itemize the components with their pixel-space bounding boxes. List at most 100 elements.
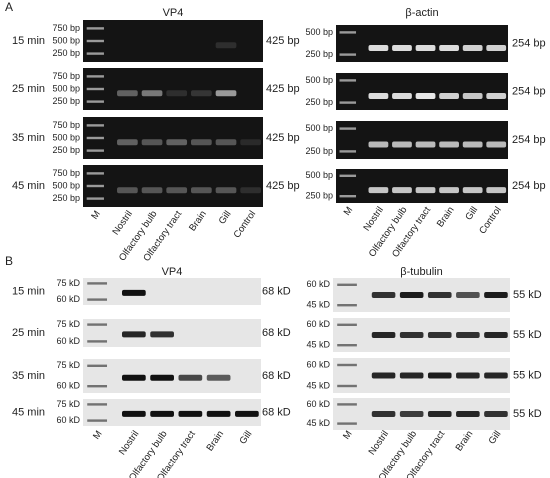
lane-label: Brain (435, 205, 457, 229)
ladder-band (87, 419, 108, 422)
band (141, 90, 163, 97)
band (486, 187, 507, 194)
band (117, 90, 138, 97)
band (121, 289, 146, 296)
ladder-band (339, 174, 357, 177)
band (399, 292, 424, 298)
ladder-label: 500 bp (52, 132, 80, 142)
size-label: 254 bp (512, 85, 546, 97)
ladder-label: 250 bp (52, 48, 80, 58)
ladder-band (86, 100, 104, 103)
lane-label: Brain (187, 209, 209, 233)
ladder-label: 60 kD (56, 381, 80, 391)
ladder-band (86, 184, 104, 188)
band (439, 92, 459, 99)
size-label: 425 bp (266, 83, 300, 95)
band (166, 90, 188, 97)
band (178, 410, 203, 417)
band (215, 90, 237, 97)
ladder-label: 500 bp (305, 123, 333, 133)
ladder-band (337, 384, 357, 388)
time-label: 35 min (12, 132, 45, 144)
gel-image (83, 68, 263, 110)
ladder-band (337, 283, 357, 286)
ladder-label: 250 bp (305, 97, 333, 107)
size-label: 68 kD (262, 370, 291, 382)
lane-label: Nostril (110, 209, 134, 237)
time-label: 25 min (12, 83, 45, 95)
ladder-band (337, 422, 357, 425)
band (392, 44, 412, 51)
band (392, 141, 412, 148)
band (462, 44, 483, 51)
band (240, 139, 262, 146)
band (486, 141, 507, 148)
band (215, 42, 237, 49)
band (206, 374, 231, 381)
lane-label: M (91, 429, 105, 442)
band (121, 331, 146, 338)
band (117, 187, 138, 194)
ladder-band (87, 385, 108, 388)
ladder-label: 75 kD (56, 360, 80, 370)
band (439, 44, 459, 51)
gel-image (336, 169, 508, 203)
size-label: 68 kD (262, 406, 291, 418)
band (371, 332, 396, 338)
lane-label: M (342, 205, 356, 218)
band (399, 372, 424, 379)
band (178, 374, 203, 381)
ladder-label: 750 bp (52, 168, 80, 178)
ladder-band (337, 323, 357, 326)
lane-label: Gill (463, 205, 480, 223)
lane-label: Gill (487, 429, 504, 447)
band (150, 331, 174, 338)
time-label: 45 min (12, 406, 45, 418)
band (215, 139, 237, 146)
time-label: 15 min (12, 285, 45, 297)
band (121, 410, 146, 417)
band (462, 187, 483, 194)
band (206, 410, 231, 417)
band (240, 187, 262, 194)
size-label: 68 kD (262, 327, 291, 339)
size-label: 425 bp (266, 132, 300, 144)
time-label: 15 min (12, 35, 45, 47)
ladder-band (86, 172, 104, 175)
lane-label: Control (232, 209, 259, 240)
gel-title: β-actin (405, 7, 438, 19)
ladder-band (86, 87, 104, 91)
ladder-label: 75 kD (56, 278, 80, 288)
panel-label: B (5, 254, 13, 268)
ladder-label: 250 bp (52, 96, 80, 106)
ladder-label: 60 kD (306, 399, 330, 409)
ladder-label: 500 bp (52, 35, 80, 45)
band (371, 411, 396, 417)
lane-label: Control (477, 205, 504, 236)
lane-label: Nostril (361, 205, 385, 233)
band (486, 44, 507, 51)
ladder-label: 75 kD (56, 319, 80, 329)
band (368, 141, 389, 148)
ladder-label: 45 kD (306, 418, 330, 428)
band (166, 187, 188, 194)
ladder-band (339, 150, 357, 153)
ladder-band (86, 52, 104, 55)
band (456, 292, 480, 298)
gel-image (336, 73, 508, 110)
band (392, 92, 412, 99)
ladder-label: 500 bp (305, 170, 333, 180)
band (415, 141, 436, 148)
band (427, 332, 452, 338)
band (415, 44, 436, 51)
band (456, 332, 480, 338)
gel-image (336, 121, 508, 159)
band (368, 187, 389, 194)
gel-title: β-tubulin (400, 266, 442, 278)
ladder-band (86, 39, 104, 43)
size-label: 425 bp (266, 180, 300, 192)
ladder-label: 60 kD (306, 279, 330, 289)
ladder-label: 75 kD (56, 399, 80, 409)
band (484, 332, 508, 338)
